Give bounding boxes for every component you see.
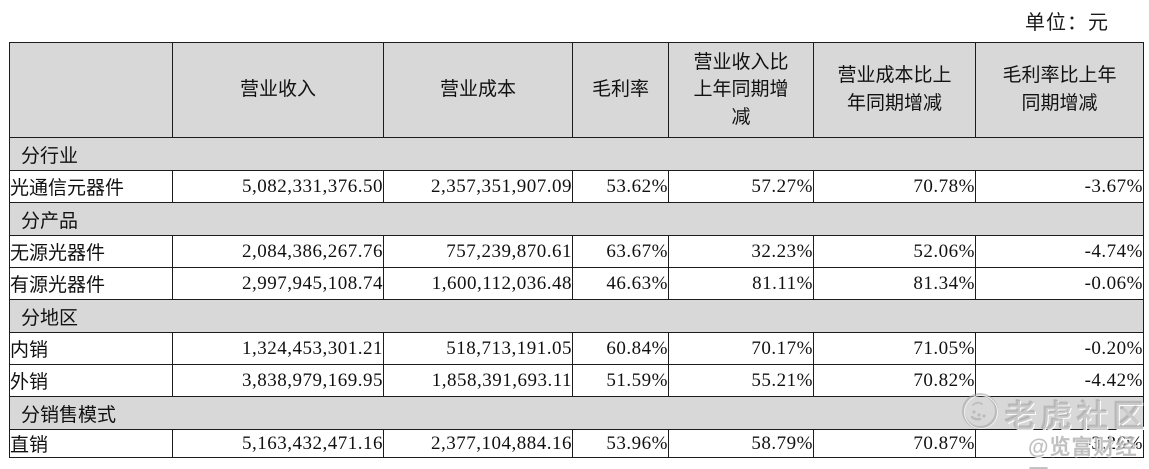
cell-margin-yoy: -0.06% <box>975 267 1144 300</box>
cell-revenue-yoy: 57.27% <box>668 170 814 203</box>
section-label: 分销售模式 <box>9 396 1144 430</box>
cell-margin-yoy: -0.20% <box>975 332 1144 365</box>
col-header-revenue: 营业收入 <box>172 42 384 138</box>
col-header-margin: 毛利率 <box>572 42 669 138</box>
cell-revenue-yoy: 32.23% <box>668 235 814 268</box>
cell-cost: 2,377,104,884.16 <box>383 429 573 458</box>
section-row-sales-model: 分销售模式 <box>9 396 1144 430</box>
header-row: 营业收入 营业成本 毛利率 营业收入比 上年同期增 减 营业成本比上 年同期增减… <box>9 42 1144 138</box>
cell-revenue-yoy: 70.17% <box>668 332 814 365</box>
financial-breakdown-table: 营业收入 营业成本 毛利率 营业收入比 上年同期增 减 营业成本比上 年同期增减… <box>9 42 1144 458</box>
cell-revenue: 2,084,386,267.76 <box>172 235 384 268</box>
row-label: 有源光器件 <box>9 267 173 300</box>
cell-margin-yoy: -4.74% <box>975 235 1144 268</box>
section-label: 分行业 <box>9 137 1144 171</box>
cell-revenue: 5,163,432,471.16 <box>172 429 384 458</box>
cell-revenue-yoy: 55.21% <box>668 364 814 397</box>
section-row-industry: 分行业 <box>9 137 1144 171</box>
cell-cost-yoy: 70.82% <box>813 364 976 397</box>
table-row: 外销 3,838,979,169.95 1,858,391,693.11 51.… <box>9 364 1144 397</box>
table-row: 无源光器件 2,084,386,267.76 757,239,870.61 63… <box>9 235 1144 268</box>
row-label: 外销 <box>9 364 173 397</box>
cell-cost-yoy: 70.87% <box>813 429 976 458</box>
col-header-margin-yoy: 毛利率比上年 同期增减 <box>975 42 1144 138</box>
section-row-region: 分地区 <box>9 299 1144 333</box>
row-label: 无源光器件 <box>9 235 173 268</box>
cell-margin: 63.67% <box>572 235 669 268</box>
cell-margin-yoy: -3.67% <box>975 170 1144 203</box>
cell-revenue: 5,082,331,376.50 <box>172 170 384 203</box>
col-header-category <box>9 42 173 138</box>
cell-revenue: 1,324,453,301.21 <box>172 332 384 365</box>
cell-revenue: 3,838,979,169.95 <box>172 364 384 397</box>
cell-margin: 60.84% <box>572 332 669 365</box>
row-label: 内销 <box>9 332 173 365</box>
section-label: 分产品 <box>9 202 1144 236</box>
cell-margin: 51.59% <box>572 364 669 397</box>
table-row: 直销 5,163,432,471.16 2,377,104,884.16 53.… <box>9 429 1144 458</box>
col-header-cost: 营业成本 <box>383 42 573 138</box>
col-header-revenue-yoy: 营业收入比 上年同期增 减 <box>668 42 814 138</box>
unit-label: 单位：元 <box>1025 12 1109 34</box>
cell-revenue-yoy: 81.11% <box>668 267 814 300</box>
table-row: 内销 1,324,453,301.21 518,713,191.05 60.84… <box>9 332 1144 365</box>
section-row-product: 分产品 <box>9 202 1144 236</box>
section-label: 分地区 <box>9 299 1144 333</box>
cell-cost: 1,858,391,693.11 <box>383 364 573 397</box>
row-label: 光通信元器件 <box>9 170 173 203</box>
table-row: 有源光器件 2,997,945,108.74 1,600,112,036.48 … <box>9 267 1144 300</box>
row-label: 直销 <box>9 429 173 458</box>
cell-margin: 53.62% <box>572 170 669 203</box>
cell-cost-yoy: 52.06% <box>813 235 976 268</box>
cell-revenue: 2,997,945,108.74 <box>172 267 384 300</box>
cell-revenue-yoy: 58.79% <box>668 429 814 458</box>
cell-margin-yoy: -4.42% <box>975 364 1144 397</box>
table-row: 光通信元器件 5,082,331,376.50 2,357,351,907.09… <box>9 170 1144 203</box>
cell-cost: 757,239,870.61 <box>383 235 573 268</box>
col-header-cost-yoy: 营业成本比上 年同期增减 <box>813 42 976 138</box>
cell-cost-yoy: 81.34% <box>813 267 976 300</box>
cell-cost: 518,713,191.05 <box>383 332 573 365</box>
cell-margin-yoy: -3.26% <box>975 429 1144 458</box>
cell-margin: 53.96% <box>572 429 669 458</box>
cell-cost: 1,600,112,036.48 <box>383 267 573 300</box>
cell-margin: 46.63% <box>572 267 669 300</box>
cell-cost-yoy: 71.05% <box>813 332 976 365</box>
cell-cost: 2,357,351,907.09 <box>383 170 573 203</box>
cell-cost-yoy: 70.78% <box>813 170 976 203</box>
